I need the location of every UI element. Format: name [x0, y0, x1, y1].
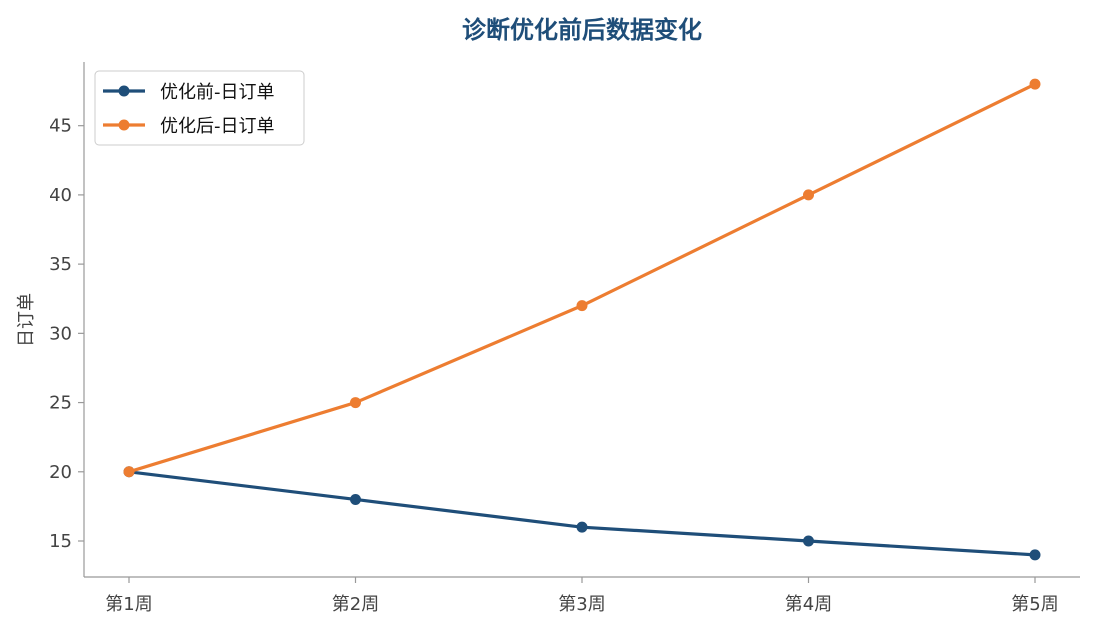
legend-label-2: 优化后-日订单 [160, 116, 275, 137]
legend-marker-2 [118, 119, 130, 131]
series-1-point [1029, 549, 1041, 561]
series-layer [123, 78, 1041, 561]
series-2-point [350, 397, 361, 409]
series-2-point [803, 189, 814, 201]
legend-label-1: 优化前-日订单 [160, 82, 275, 103]
y-tick-label: 15 [49, 531, 72, 552]
y-tick-label: 25 [49, 393, 72, 414]
legend-box [94, 70, 305, 146]
y-tick-label: 40 [49, 185, 72, 206]
series-1-point [576, 521, 588, 533]
x-ticks: 第1周 第2周 第3周 第4周 第5周 [105, 577, 1059, 615]
x-tick-label: 第5周 [1011, 594, 1058, 615]
y-ticks: 15 20 25 30 35 40 45 [49, 116, 84, 552]
legend-marker-1 [118, 85, 130, 97]
chart-title: 诊断优化前后数据变化 [462, 16, 702, 44]
x-tick-label: 第3周 [558, 594, 605, 615]
y-tick-label: 45 [49, 116, 72, 137]
x-tick-label: 第4周 [785, 594, 832, 615]
series-line-1 [127, 470, 1037, 557]
series-2-point [576, 300, 588, 312]
y-axis-label: 日订单 [16, 293, 37, 347]
series-2-point [1029, 78, 1041, 90]
series-1-point [803, 535, 814, 547]
series-2-point [123, 466, 135, 478]
x-tick-label: 第2周 [332, 594, 379, 615]
x-tick-label: 第1周 [105, 594, 152, 615]
series-1-point [350, 493, 361, 505]
y-tick-label: 20 [49, 462, 72, 483]
y-tick-label: 35 [49, 254, 72, 275]
y-tick-label: 30 [49, 323, 72, 344]
